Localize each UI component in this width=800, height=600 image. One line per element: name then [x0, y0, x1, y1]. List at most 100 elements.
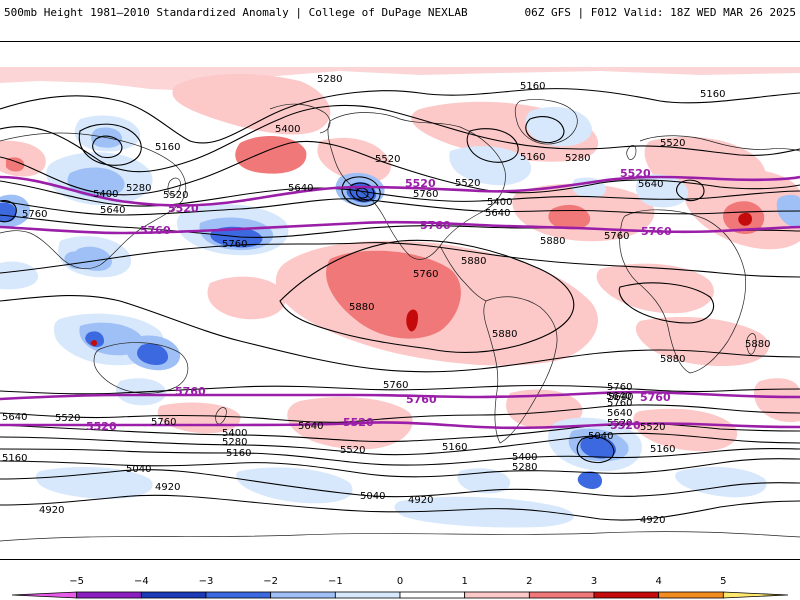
highlight-label: 5760	[140, 224, 171, 237]
coastlines	[0, 99, 800, 542]
contour-label: 5760	[607, 382, 632, 393]
contour-sh-5040	[0, 469, 800, 498]
highlight-label: 5520	[620, 167, 651, 180]
coast-africa	[619, 209, 746, 374]
contour-nh-closed-low-kamchatka-inner	[92, 135, 123, 159]
contour-label: 5280	[126, 183, 151, 194]
colorbar-segment	[464, 591, 530, 599]
anomaly-southern-ocean-c	[394, 496, 574, 528]
colorbar-tick-label: −3	[199, 576, 214, 587]
contour-label: 5520	[660, 138, 685, 149]
anomaly-central-pacific-peak	[406, 309, 418, 332]
coast-new-zealand	[215, 407, 227, 425]
colorbar-segment	[140, 591, 207, 599]
anomaly-west-trough-core	[0, 202, 17, 223]
highlight-label: 5760	[420, 219, 451, 232]
contour-label: 5880	[660, 354, 685, 365]
highlight-sh-5520	[0, 421, 800, 430]
chart-header: 500mb Height 1981–2010 Standardized Anom…	[0, 0, 800, 22]
contour-label: 5640	[607, 408, 632, 419]
anomaly-west-europe-core	[6, 157, 25, 172]
contour-label: 5040	[360, 491, 385, 502]
contour-nh-5640	[0, 198, 800, 216]
contour-label: 5880	[349, 302, 374, 313]
highlight-label: 5760	[406, 393, 437, 406]
title-right: 06Z GFS | F012 Valid: 18Z WED MAR 26 202…	[524, 6, 796, 19]
colorbar-segment	[658, 591, 724, 599]
anomaly-australia-core	[137, 343, 168, 365]
coast-antarctica	[0, 531, 800, 542]
contour-label: 5160	[650, 444, 675, 455]
contour-sh-5160	[0, 458, 800, 478]
contour-label: 5280	[565, 153, 590, 164]
contour-label: 5640	[298, 421, 323, 432]
contour-label: 5760	[607, 398, 632, 409]
coast-japan	[167, 177, 181, 197]
contour-label: 5520	[375, 154, 400, 165]
anomaly-arctic-cap	[0, 67, 800, 91]
anomaly-south-america-ridge	[506, 389, 583, 430]
coast-madagascar	[746, 333, 757, 355]
coast-europe	[639, 135, 800, 152]
colorbar-tick-label: 3	[591, 576, 597, 587]
coast-south-america	[483, 296, 558, 444]
anomaly-south-indian-ridge	[633, 408, 738, 452]
contour-nh-closed-low-atl-2	[525, 116, 565, 144]
colorbar-tick-label: −4	[134, 576, 149, 587]
contour-label: 5280	[512, 462, 537, 473]
highlight-nh-5520	[0, 175, 800, 207]
contour-label: 5880	[461, 256, 486, 267]
contour-label: 5760	[413, 189, 438, 200]
contour-nh-closed-low-cal-3	[356, 187, 369, 199]
contour-label: 5760	[413, 269, 438, 280]
anomaly-kamchatka-core	[67, 167, 125, 198]
contour-trop-5880-north	[0, 242, 800, 278]
highlight-label-layer: 5520 5520 5520 5760 5760 5760 5760 5760 …	[86, 167, 672, 433]
highlight-label: 5760	[641, 225, 672, 238]
coast-australia	[93, 342, 189, 394]
colorbar-tick-label: 4	[655, 576, 661, 587]
coast-greenland	[514, 99, 578, 145]
contour-nh-5280	[0, 104, 800, 173]
colorbar-tick-label: −5	[69, 576, 84, 587]
contour-label: 5160	[155, 142, 180, 153]
anomaly-southern-ocean-d	[675, 466, 767, 498]
anomaly-africa-ridge	[596, 263, 714, 314]
contour-label: 5520	[607, 418, 632, 429]
contour-label: 5520	[340, 445, 365, 456]
contour-nh-closed-low-cal-2	[349, 182, 375, 202]
highlight-label: 5520	[405, 177, 436, 190]
contour-trop-5880-pacific	[279, 239, 575, 354]
anomaly-north-pacific-ridge	[172, 74, 331, 135]
contour-label: 4920	[640, 515, 665, 526]
contour-sh-4920	[0, 494, 800, 521]
colorbar-tick-label: 0	[397, 576, 403, 587]
title-left: 500mb Height 1981–2010 Standardized Anom…	[4, 6, 468, 19]
colorbar-tick-label: 5	[720, 576, 726, 587]
contour-sh-5280	[0, 447, 800, 466]
contour-label: 5520	[163, 190, 188, 201]
contour-label: 4920	[155, 482, 180, 493]
colorbar-tick-label: 1	[461, 576, 467, 587]
contour-sh-5400	[0, 432, 800, 456]
highlight-label: 5760	[640, 391, 671, 404]
contour-label: 5880	[540, 236, 565, 247]
contour-label: 5640	[100, 205, 125, 216]
anomaly-pacific-ridge-west	[207, 276, 286, 320]
colorbar: −5 −4 −3 −2 −1 0 1 2 3 4 5	[11, 576, 789, 599]
colorbar-tick-label: −1	[328, 576, 343, 587]
contour-sh-5760	[0, 384, 800, 395]
anomaly-south-atlantic-core	[580, 435, 617, 459]
contour-label: 5520	[55, 413, 80, 424]
contour-label: 5160	[520, 152, 545, 163]
contour-label: 5280	[317, 74, 342, 85]
contour-label: 5760	[22, 209, 47, 220]
colorbar-segment	[270, 591, 336, 599]
contour-nh-closed-low-eu	[675, 179, 705, 202]
colorbar-tick-label: −2	[263, 576, 278, 587]
anomaly-south-atlantic-b	[577, 471, 602, 489]
contour-label: 5640	[608, 392, 633, 403]
contour-label: 5880	[745, 339, 770, 350]
colorbar-tick-label: 2	[526, 576, 532, 587]
contour-label: 5760	[383, 380, 408, 391]
